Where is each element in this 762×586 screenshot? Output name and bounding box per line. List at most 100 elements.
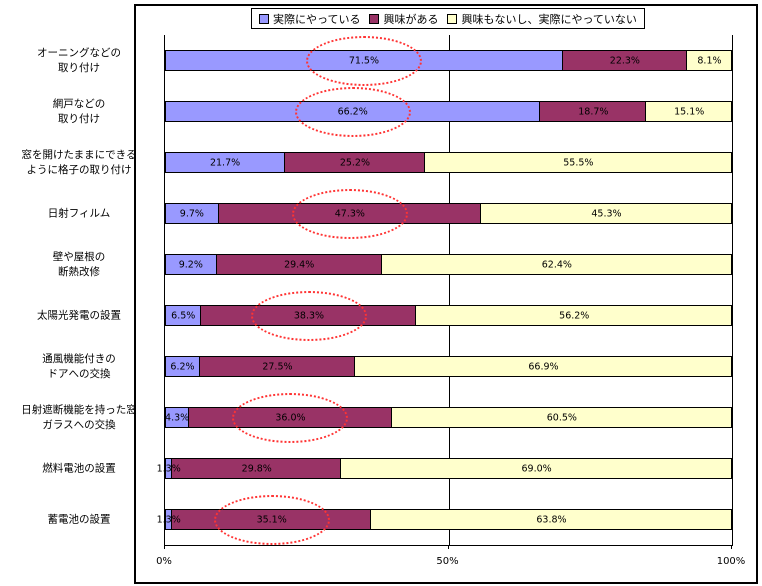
- bar-segment: [354, 356, 732, 377]
- bar-row: 4.3% 36.0% 60.5%: [165, 392, 732, 443]
- bar-value-label: 29.4%: [284, 258, 315, 270]
- bar-value-label: 1.3%: [156, 462, 181, 474]
- bar-value-label: 56.2%: [559, 309, 590, 321]
- bar-value-label: 8.1%: [697, 54, 722, 66]
- bar-value-label: 22.3%: [609, 54, 640, 66]
- gridline-50pct: [448, 35, 450, 545]
- legend-swatch-icon: [447, 13, 458, 24]
- bar-segment: [165, 254, 217, 275]
- bar-segment: [165, 407, 190, 428]
- category-label: 壁や屋根の 断熱改修: [52, 250, 106, 278]
- chart-outer-frame: [134, 4, 758, 584]
- bar-value-label: 18.7%: [578, 105, 609, 117]
- legend-label: 実際にやっている: [273, 12, 361, 26]
- category-label: 燃料電池の設置: [42, 462, 116, 474]
- stacked-bar: [165, 101, 732, 122]
- bar-value-label: 69.0%: [521, 462, 552, 474]
- legend-item-2: 興味もないし、実際にやっていない: [447, 11, 637, 27]
- bar-segment: [480, 203, 732, 224]
- bar-segment: [646, 101, 732, 122]
- bar-value-label: 9.7%: [179, 207, 204, 219]
- bar-value-label: 29.8%: [241, 462, 272, 474]
- legend-label: 興味がある: [383, 12, 439, 26]
- bar-segment: [562, 50, 687, 71]
- bar-value-label: 9.2%: [178, 258, 203, 270]
- category-label: 日射遮断機能を持った窓 ガラスへの交換: [21, 403, 137, 431]
- bar-value-label: 4.3%: [165, 411, 190, 423]
- bar-segment: [416, 305, 732, 326]
- category-label: 蓄電池の設置: [47, 513, 111, 525]
- bar-segment: [424, 152, 732, 173]
- legend-swatch-icon: [259, 13, 269, 24]
- bar-value-label: 47.3%: [334, 207, 365, 219]
- bar-segment: [216, 254, 382, 275]
- stacked-bar: [165, 50, 732, 71]
- plot-area: 71.5% 22.3% 8.1% 66.2% 18.7% 15.1% 21.7% 25.2% 5…: [157, 35, 733, 546]
- bar-value-label: 60.5%: [546, 411, 577, 423]
- bar-row: 71.5% 22.3% 8.1%: [165, 35, 732, 86]
- category-label: 日射フィルム: [47, 207, 111, 219]
- bar-row: 1.3% 29.8% 69.0%: [157, 443, 732, 494]
- category-label: 窓を開けたままにできる ように格子の取り付け: [21, 148, 137, 176]
- bar-segment: [165, 101, 541, 122]
- bar-segment: [381, 254, 732, 275]
- bar-value-label: 36.0%: [275, 411, 306, 423]
- bar-segment: [165, 152, 286, 173]
- legend-label: 興味もないし、実際にやっていない: [461, 12, 637, 26]
- x-axis-tick: [731, 545, 732, 549]
- x-axis: 0% 50% 100%: [156, 545, 745, 575]
- bar-segment: [172, 458, 342, 479]
- bar-value-label: 38.3%: [293, 309, 325, 321]
- category-label: 通風機能付きの ドアへの交換: [42, 352, 116, 380]
- bar-segment: [201, 305, 417, 326]
- category-label: オーニングなどの 取り付け: [37, 46, 121, 74]
- bar-segment: [165, 50, 563, 71]
- bar-segment: [370, 509, 732, 530]
- x-axis-tick-label: 0%: [156, 556, 172, 567]
- bar-value-label: 35.1%: [256, 513, 287, 525]
- bar-value-label: 62.4%: [541, 258, 572, 270]
- stacked-bar: [165, 254, 732, 275]
- stacked-bar: [165, 509, 732, 530]
- bar-segment: [285, 152, 425, 173]
- bar-value-label: 45.3%: [591, 207, 622, 219]
- legend-swatch-icon: [369, 13, 380, 24]
- bar-segment: [341, 458, 732, 479]
- bar-value-label: 66.9%: [528, 360, 559, 372]
- chart-legend: 実際にやっている 興味がある 興味もないし、実際にやっていない: [251, 8, 645, 29]
- bar-row: 1.3% 35.1% 63.8%: [157, 494, 732, 545]
- bar-value-label: 71.5%: [348, 54, 380, 66]
- bar-segment: [218, 203, 481, 224]
- bar-value-label: 25.2%: [339, 156, 371, 168]
- bar-value-label: 1.3%: [156, 513, 181, 525]
- bar-row: 66.2% 18.7% 15.1%: [165, 86, 732, 137]
- bar-value-label: 6.5%: [171, 309, 196, 321]
- bar-value-label: 15.1%: [674, 105, 705, 117]
- bar-segment: [391, 407, 732, 428]
- bar-row: 6.2% 27.5% 66.9%: [165, 341, 732, 392]
- x-axis-tick: [447, 545, 449, 549]
- stacked-bar: [165, 356, 732, 377]
- bar-value-label: 55.5%: [563, 156, 594, 168]
- bar-value-label: 66.2%: [337, 105, 368, 117]
- category-axis-labels: オーニングなどの 取り付け 網戸などの 取り付け窓を開けたままにできる ように格子…: [0, 35, 158, 545]
- x-axis-tick-label: 100%: [716, 556, 746, 567]
- bar-segment: [165, 305, 202, 326]
- legend-item-1: 興味がある: [369, 11, 438, 27]
- bar-value-label: 63.8%: [536, 513, 567, 525]
- bar-segment: [189, 407, 392, 428]
- bar-value-label: 6.2%: [170, 360, 195, 372]
- bar-segment: [686, 50, 732, 71]
- bar-segment: [172, 509, 371, 530]
- x-axis-tick: [164, 545, 165, 549]
- bar-segment: [165, 458, 173, 479]
- legend-item-0: 実際にやっている: [259, 11, 360, 27]
- bar-segment: [199, 356, 355, 377]
- bar-row: 9.2% 29.4% 62.4%: [165, 239, 732, 290]
- bar-segment: [165, 203, 219, 224]
- bar-row: 9.7% 47.3% 45.3%: [165, 188, 732, 239]
- category-label: 網戸などの 取り付け: [52, 97, 106, 125]
- x-axis-tick-label: 50%: [436, 556, 459, 567]
- bar-segment: [540, 101, 647, 122]
